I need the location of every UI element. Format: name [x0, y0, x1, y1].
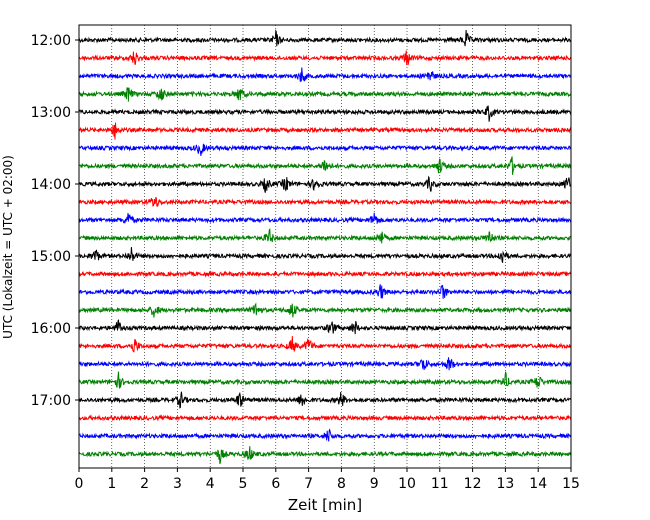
- y-tick-label: 12:00: [31, 33, 71, 49]
- trace-1600: [78, 319, 572, 335]
- trace-1315: [78, 122, 572, 140]
- x-tick-label: 9: [370, 476, 379, 492]
- trace-1215: [78, 50, 572, 66]
- x-tick-label: 10: [398, 476, 416, 492]
- trace-1745: [78, 446, 572, 465]
- x-tick-label: 6: [271, 476, 280, 492]
- x-tick-label: 8: [337, 476, 346, 492]
- trace-1300: [78, 105, 572, 122]
- y-tick-label: 13:00: [31, 105, 71, 121]
- x-tick-label: 13: [496, 476, 514, 492]
- y-axis-ticks: 12:00 13:00 14:00 15:00 16:00 17:00: [31, 33, 79, 409]
- x-tick-label: 4: [206, 476, 215, 492]
- x-tick-label: 14: [529, 476, 547, 492]
- trace-1400: [78, 175, 572, 193]
- trace-1545: [78, 302, 572, 318]
- trace-1730: [78, 428, 572, 442]
- trace-1330: [78, 143, 572, 156]
- x-axis-label: Zeit [min]: [288, 496, 362, 514]
- grid-lines: [111, 25, 539, 468]
- trace-1645: [78, 371, 572, 389]
- x-tick-label: 12: [464, 476, 482, 492]
- x-tick-label: 5: [239, 476, 248, 492]
- trace-1200: [78, 29, 572, 47]
- y-tick-label: 14:00: [31, 177, 71, 193]
- trace-1715: [78, 414, 572, 422]
- trace-1500: [78, 246, 572, 263]
- trace-1530: [78, 284, 572, 299]
- x-tick-label: 2: [140, 476, 149, 492]
- plot-frame: [78, 24, 572, 469]
- trace-1415: [79, 196, 572, 208]
- y-tick-label: 15:00: [31, 249, 71, 265]
- x-tick-label: 15: [562, 476, 580, 492]
- trace-1345: [78, 156, 572, 175]
- x-tick-label: 3: [173, 476, 182, 492]
- trace-1515: [78, 270, 572, 278]
- y-tick-label: 17:00: [31, 393, 71, 409]
- trace-1615: [78, 335, 572, 353]
- y-tick-label: 16:00: [31, 321, 71, 337]
- y-axis-label: UTC (Lokalzeit = UTC + 02:00): [1, 155, 15, 339]
- x-tick-label: 1: [107, 476, 116, 492]
- x-tick-label: 7: [304, 476, 313, 492]
- trace-1430: [78, 212, 572, 224]
- x-tick-label: 0: [75, 476, 84, 492]
- trace-1245: [78, 87, 572, 102]
- trace-1630: [78, 357, 572, 371]
- seismic-traces: [78, 29, 572, 465]
- x-tick-label: 11: [431, 476, 449, 492]
- trace-1700: [78, 391, 572, 409]
- trace-1445: [78, 228, 572, 244]
- x-axis-ticks: 0 1 2 3 4 5 6 7 8 9 10 11 12 13 14 15: [75, 468, 580, 492]
- trace-1230: [78, 67, 572, 82]
